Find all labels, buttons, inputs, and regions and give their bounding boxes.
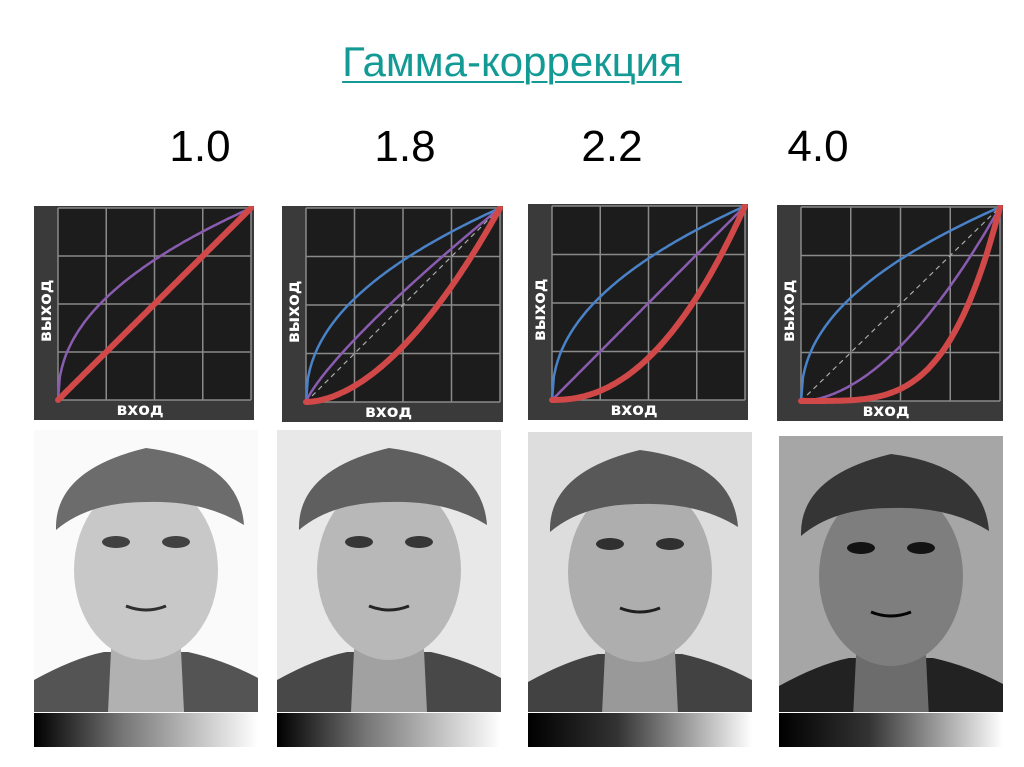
gradient-bar-4 [779, 713, 1003, 747]
gamma-label-3: 2.2 [581, 122, 643, 171]
combined-curve [304, 206, 502, 404]
gradient-bar-3 [528, 713, 752, 747]
gamma-label-4: 4.0 [787, 122, 849, 171]
cap [549, 450, 738, 532]
combined-curve [550, 204, 747, 402]
cap [55, 448, 245, 530]
gradient-bar-1 [34, 713, 258, 747]
y-axis-label: выход [36, 279, 56, 342]
gamma-curve-chart-4: выход вход [777, 205, 1003, 421]
gamma-label-2: 1.8 [374, 122, 436, 171]
cap [298, 448, 487, 530]
gamma-curve-chart-1: выход вход [34, 206, 254, 420]
combined-curve [56, 206, 253, 402]
y-axis-label: выход [779, 279, 799, 342]
mouth [619, 606, 661, 614]
x-axis-label: вход [116, 400, 164, 420]
cap [800, 454, 989, 536]
mouth [368, 604, 410, 612]
eye [656, 538, 684, 550]
y-axis-label: выход [530, 278, 550, 341]
gamma-curve-chart-3: выход вход [528, 204, 748, 420]
eye [345, 536, 373, 548]
display-gamma-curve [303, 206, 503, 405]
portrait-photo-3 [528, 432, 752, 712]
combined-curve [799, 205, 1002, 403]
linear-reference-line [800, 206, 1001, 402]
face [74, 480, 218, 660]
encoding-curve [799, 205, 1002, 403]
portrait-photo-2 [277, 430, 501, 712]
y-axis-label: выход [284, 280, 304, 343]
face [819, 486, 963, 666]
x-axis-label: вход [862, 401, 910, 421]
gamma-curve-chart-2: выход вход [282, 206, 503, 422]
gradient-bar-2 [277, 713, 501, 747]
slide-title: Гамма-коррекция [342, 38, 682, 85]
face [317, 480, 461, 660]
eye [102, 536, 130, 548]
portrait-photo-4 [779, 436, 1003, 712]
eye [847, 542, 875, 554]
eye [405, 536, 433, 548]
eye [596, 538, 624, 550]
linear-reference-line [305, 207, 501, 403]
display-gamma-curve [549, 204, 748, 403]
display-gamma-curve [55, 206, 254, 403]
portrait-photo-1 [34, 430, 258, 712]
encoding-curve [550, 204, 747, 402]
mouth [870, 610, 912, 618]
gamma-label-1: 1.0 [169, 122, 231, 171]
display-gamma-curve [798, 205, 1003, 404]
eye [907, 542, 935, 554]
face [568, 482, 712, 662]
encoding-curve [304, 206, 502, 404]
x-axis-label: вход [610, 400, 658, 420]
mouth [125, 604, 167, 612]
x-axis-label: вход [365, 402, 413, 422]
eye [162, 536, 190, 548]
